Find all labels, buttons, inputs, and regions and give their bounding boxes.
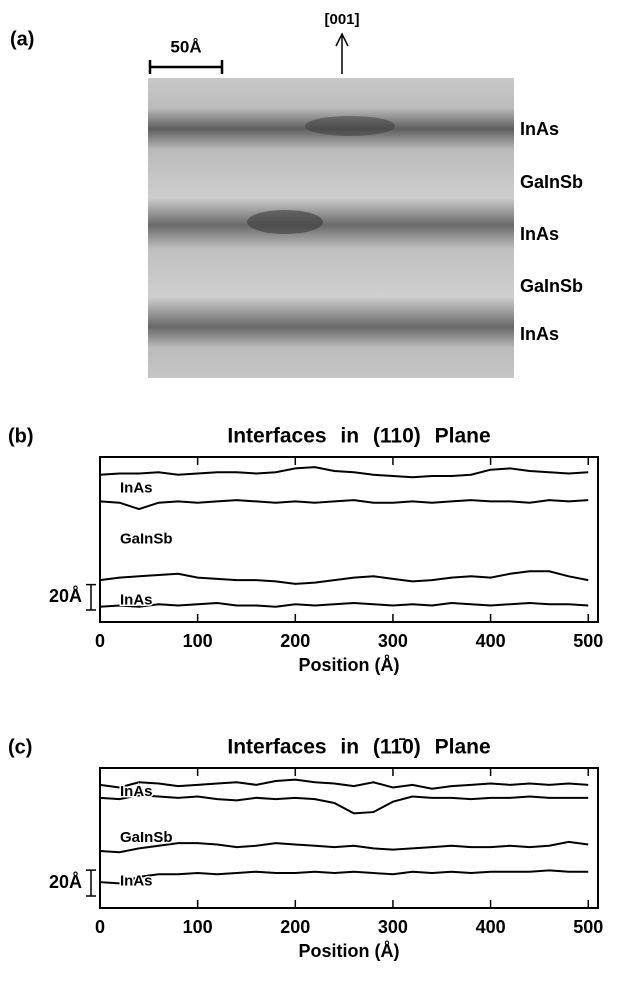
x-tick-label: 400 bbox=[476, 917, 506, 937]
x-tick-label: 500 bbox=[573, 631, 603, 651]
scale-bar-label: 20Å bbox=[49, 872, 82, 892]
layer-label: InAs bbox=[520, 119, 559, 139]
scale-bar bbox=[86, 870, 96, 896]
x-tick-label: 0 bbox=[95, 631, 105, 651]
layer-label: InAs bbox=[120, 479, 153, 496]
direction-label: [001] bbox=[324, 11, 359, 28]
x-tick-label: 300 bbox=[378, 631, 408, 651]
interface-line bbox=[100, 571, 588, 584]
plot-frame bbox=[100, 768, 598, 908]
x-tick-label: 500 bbox=[573, 917, 603, 937]
x-tick-label: 200 bbox=[280, 631, 310, 651]
layer-label: GaInSb bbox=[120, 829, 173, 846]
x-tick-label: 300 bbox=[378, 917, 408, 937]
chart-title: Interfaces in (11̄0) Plane bbox=[227, 736, 490, 759]
interface-line bbox=[100, 603, 588, 607]
scale-bar bbox=[150, 60, 222, 74]
panel-a: (a) 50Å [001] InAs GaInSb InAs GaInSb In… bbox=[10, 11, 583, 378]
layer-label: GaInSb bbox=[520, 276, 583, 296]
micrograph-feature bbox=[247, 210, 323, 234]
interface-line bbox=[100, 795, 588, 813]
interface-line bbox=[100, 500, 588, 509]
layer-label: InAs bbox=[520, 324, 559, 344]
layer-label: GaInSb bbox=[520, 172, 583, 192]
interface-line bbox=[100, 870, 588, 883]
layer-label: InAs bbox=[120, 872, 153, 889]
interface-line bbox=[100, 842, 588, 852]
x-tick-label: 200 bbox=[280, 917, 310, 937]
layer-label: GaInSb bbox=[120, 530, 173, 547]
x-tick-label: 100 bbox=[183, 917, 213, 937]
layer-label: InAs bbox=[120, 592, 153, 609]
chart-title: Interfaces in (110) Plane bbox=[227, 425, 490, 448]
panel-label: (b) bbox=[8, 425, 34, 447]
micrograph-feature bbox=[305, 116, 395, 136]
panel-label: (c) bbox=[8, 736, 32, 758]
scale-bar bbox=[86, 585, 96, 610]
scale-bar-label: 20Å bbox=[49, 586, 82, 606]
scale-bar-label: 50Å bbox=[170, 37, 201, 56]
x-tick-label: 100 bbox=[183, 631, 213, 651]
x-axis-label: Position (Å) bbox=[299, 941, 400, 961]
panel-label: (a) bbox=[10, 28, 34, 50]
figure: (a) 50Å [001] InAs GaInSb InAs GaInSb In… bbox=[0, 0, 617, 998]
interface-line bbox=[100, 467, 588, 477]
layer-label: InAs bbox=[520, 224, 559, 244]
x-tick-label: 0 bbox=[95, 917, 105, 937]
plot-frame bbox=[100, 457, 598, 622]
layer-label: InAs bbox=[120, 783, 153, 800]
interface-line bbox=[100, 780, 588, 789]
x-tick-label: 400 bbox=[476, 631, 506, 651]
direction-arrow bbox=[336, 34, 348, 74]
x-axis-label: Position (Å) bbox=[299, 655, 400, 675]
